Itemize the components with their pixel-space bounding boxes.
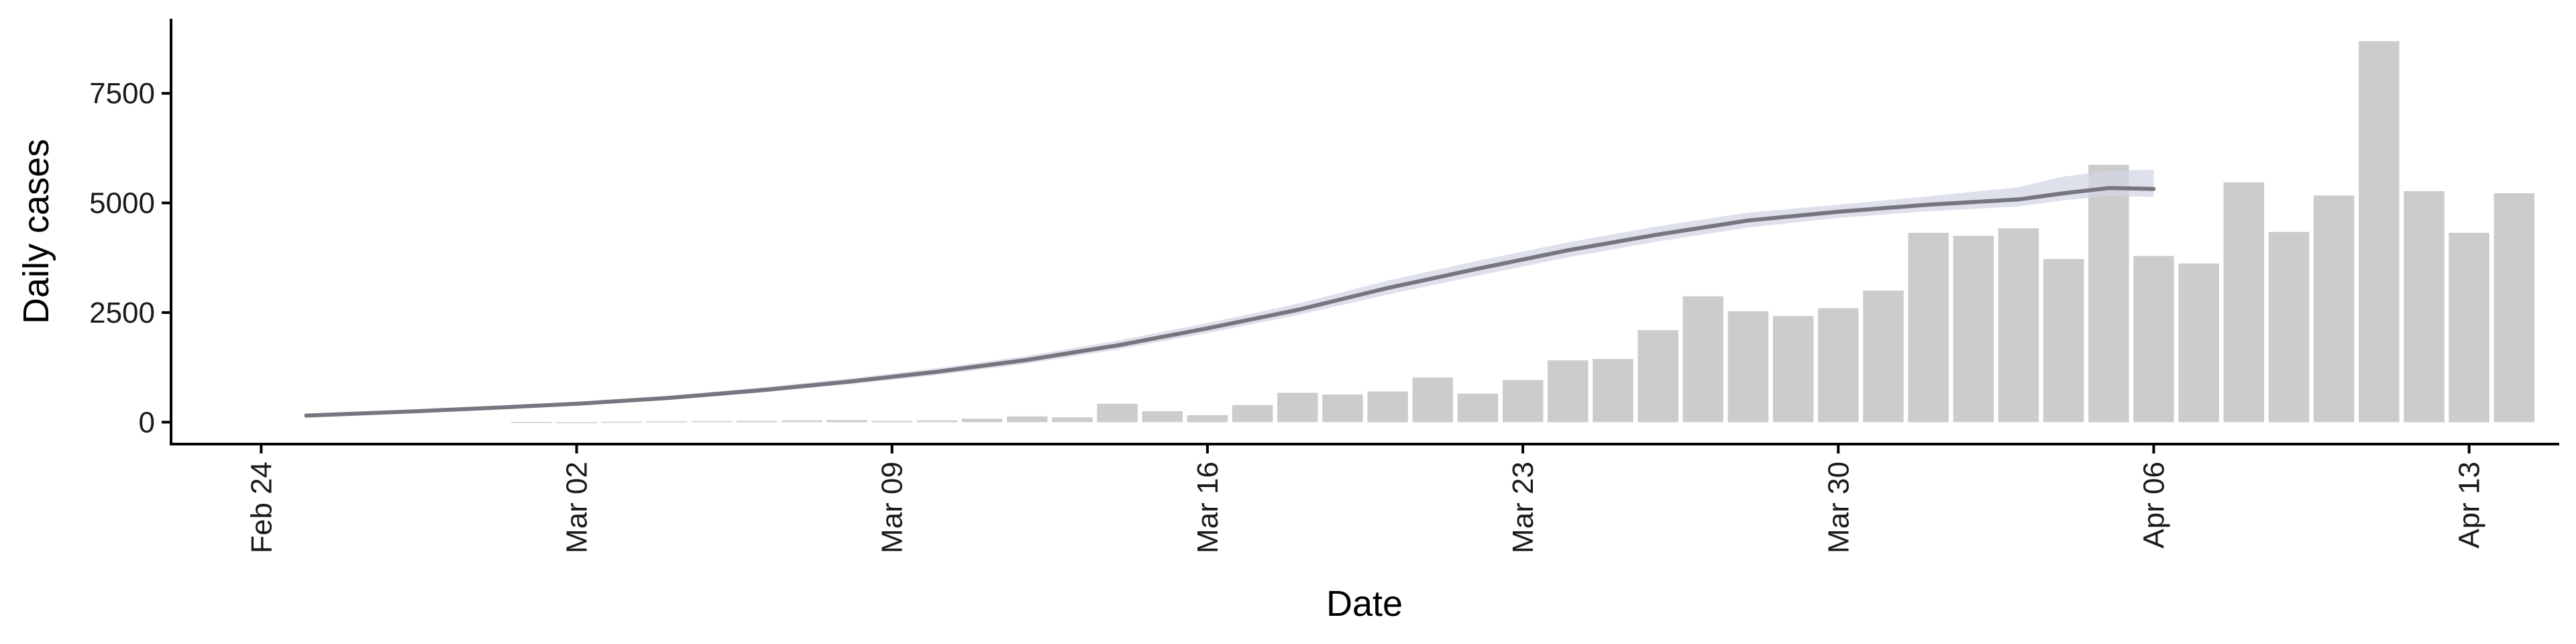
bar-day-19 [1097,403,1138,423]
bar-day-39 [1998,228,2039,423]
bar-day-26 [1412,377,1453,423]
bar-day-40 [2043,259,2084,423]
x-tick-label: Mar 23 [1507,462,1540,553]
bar-day-21 [1187,415,1228,423]
y-axis-title: Daily cases [16,139,56,324]
bar-day-8 [601,421,642,423]
plot-area [304,41,2535,423]
bar-day-45 [2268,231,2310,423]
bar-day-14 [871,421,912,423]
bar-day-15 [916,420,958,423]
bar-day-16 [961,419,1003,423]
axes [170,19,2559,445]
bar-day-17 [1007,416,1048,423]
bar-day-29 [1548,360,1589,423]
bar-day-34 [1772,316,1814,423]
bar-day-35 [1818,308,1859,423]
x-tick-label: Feb 24 [245,462,278,553]
bar-day-49 [2449,233,2489,423]
y-tick-label: 5000 [89,187,155,220]
x-tick-label: Mar 02 [561,462,594,553]
bar-day-22 [1232,405,1273,423]
bar-day-32 [1682,296,1723,423]
bar-day-41 [2088,164,2129,423]
bar-day-11 [737,421,777,423]
bar-day-18 [1052,417,1093,423]
fit-line [304,186,2156,418]
bar-day-6 [511,422,552,423]
bar-day-44 [2223,182,2265,423]
x-tick-label: Mar 16 [1191,462,1224,553]
x-tick-label: Apr 06 [2138,462,2171,549]
bar-day-24 [1322,394,1363,423]
bar-day-42 [2133,256,2174,423]
bar-day-20 [1142,411,1183,423]
bar-day-28 [1502,380,1544,423]
bar-day-7 [556,422,597,423]
bar-day-46 [2313,195,2355,423]
y-tick-label: 2500 [89,297,155,329]
bar-day-31 [1638,330,1678,423]
y-tick-label: 0 [139,406,155,439]
bar-day-36 [1863,290,1904,423]
y-tick-label: 7500 [89,77,155,110]
y-ticks: 0 2500 5000 7500 [89,77,171,439]
bar-day-38 [1953,235,1994,423]
x-tick-label: Mar 30 [1822,462,1855,553]
bar-day-10 [691,421,733,423]
bar-day-13 [826,420,867,423]
bar-day-27 [1457,393,1499,423]
bar-day-23 [1277,392,1318,423]
x-axis-title: Date [1326,584,1403,624]
x-tick-label: Mar 09 [876,462,909,553]
x-ticks: Feb 24 Mar 02 Mar 09 Mar 16 Mar 23 Mar 30 Apr … [245,444,2486,553]
bar-day-33 [1727,311,1769,423]
bar-day-25 [1367,391,1408,423]
bar-day-9 [646,421,688,423]
bar-day-48 [2404,191,2445,423]
bar-day-30 [1593,359,1633,423]
x-tick-label: Apr 13 [2453,462,2486,549]
bar-day-37 [1908,233,1949,423]
bar-day-12 [782,420,822,423]
bar-day-47 [2359,41,2400,423]
bar-day-50 [2493,193,2535,423]
bar-day-43 [2178,263,2219,423]
